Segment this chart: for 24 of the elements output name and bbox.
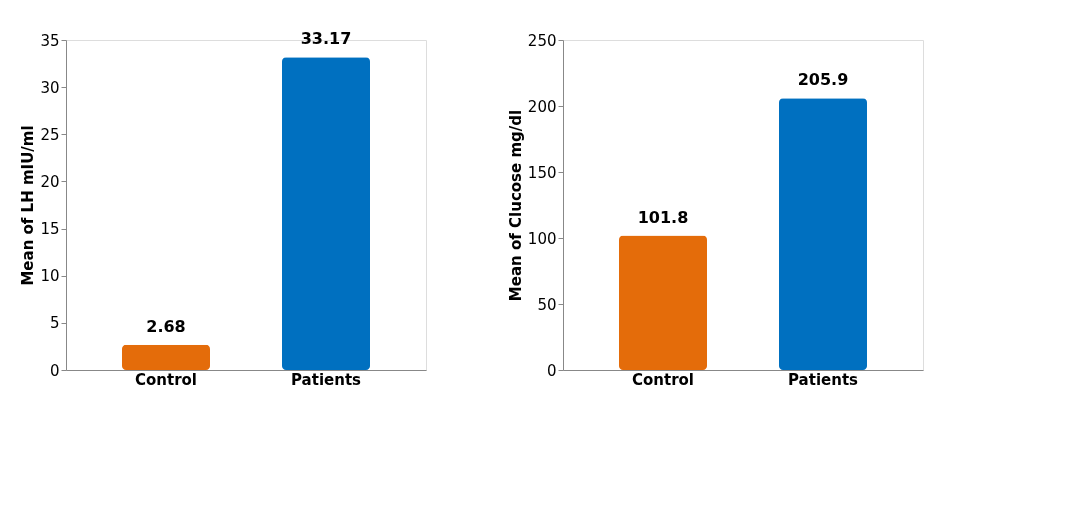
y-tick-label: 150 bbox=[527, 163, 557, 182]
y-tick-label: 30 bbox=[40, 78, 60, 97]
y-tick-label: 0 bbox=[546, 361, 557, 380]
y-tick-label: 15 bbox=[40, 220, 60, 239]
data-label: 205.9 bbox=[797, 70, 849, 90]
data-label: 2.68 bbox=[146, 316, 186, 336]
x-tick-label: Patients bbox=[788, 370, 859, 389]
data-label: 33.17 bbox=[300, 29, 352, 49]
y-tick-label: 200 bbox=[527, 97, 557, 116]
y-tick-label: 10 bbox=[40, 267, 60, 286]
y-tick-label: 0 bbox=[49, 361, 60, 380]
y-tick-label: 100 bbox=[527, 229, 557, 248]
y-tick-label: 35 bbox=[40, 31, 60, 50]
y-tick-label: 50 bbox=[537, 295, 557, 314]
x-tick-label: Patients bbox=[291, 370, 362, 389]
x-tick-label: Control bbox=[631, 370, 695, 389]
data-label: 101.8 bbox=[637, 207, 689, 227]
x-tick-label: Control bbox=[134, 370, 198, 389]
y-axis-title: Mean of LH mIU/ml bbox=[19, 125, 38, 286]
y-tick-label: 20 bbox=[40, 172, 60, 191]
y-axis-title: Mean of Clucose mg/dl bbox=[506, 109, 525, 302]
y-tick-label: 250 bbox=[527, 31, 557, 50]
y-tick-label: 5 bbox=[49, 314, 60, 333]
y-tick-label: 25 bbox=[40, 125, 60, 144]
